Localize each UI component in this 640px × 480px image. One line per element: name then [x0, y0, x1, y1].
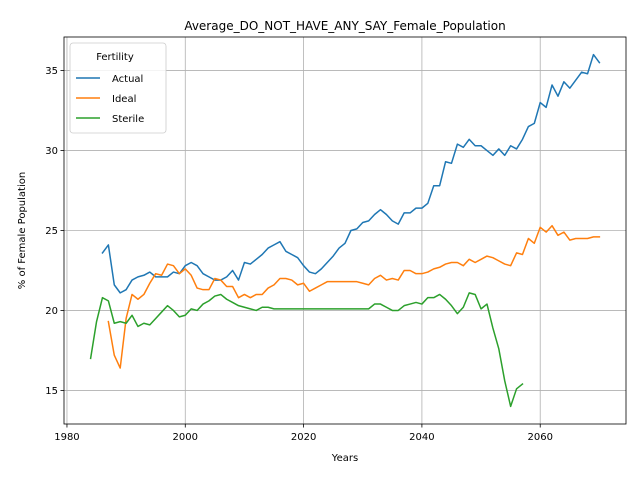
- x-tick-label: 2040: [409, 432, 434, 443]
- x-axis-label: Years: [331, 453, 358, 464]
- y-tick-label: 30: [45, 146, 58, 157]
- series-line-actual: [101, 53, 601, 294]
- series-line-sterile: [89, 292, 524, 408]
- legend-label-actual: Actual: [112, 74, 143, 85]
- legend: Fertility Actual Ideal Sterile: [69, 42, 167, 134]
- legend-label-ideal: Ideal: [112, 94, 136, 105]
- y-axis-label: % of Female Population: [17, 172, 28, 289]
- y-tick-label: 35: [45, 66, 58, 77]
- x-tick-label: 1980: [54, 432, 79, 443]
- x-tick-label: 2060: [527, 432, 552, 443]
- x-tick-label: 2000: [173, 432, 198, 443]
- y-tick-label: 15: [45, 386, 58, 397]
- legend-label-sterile: Sterile: [112, 114, 144, 125]
- series-lines: [89, 53, 601, 408]
- legend-title: Fertility: [96, 52, 134, 63]
- grid: [64, 37, 626, 424]
- chart-title: Average_DO_NOT_HAVE_ANY_SAY_Female_Popul…: [184, 19, 505, 33]
- axis-ticks: 1980 2000 2020 2040 2060 15 20 25 30 35: [45, 66, 553, 443]
- legend-box: [69, 42, 167, 134]
- series-line-ideal: [107, 224, 601, 369]
- y-tick-label: 20: [45, 306, 58, 317]
- x-tick-label: 2020: [291, 432, 316, 443]
- y-tick-label: 25: [45, 226, 58, 237]
